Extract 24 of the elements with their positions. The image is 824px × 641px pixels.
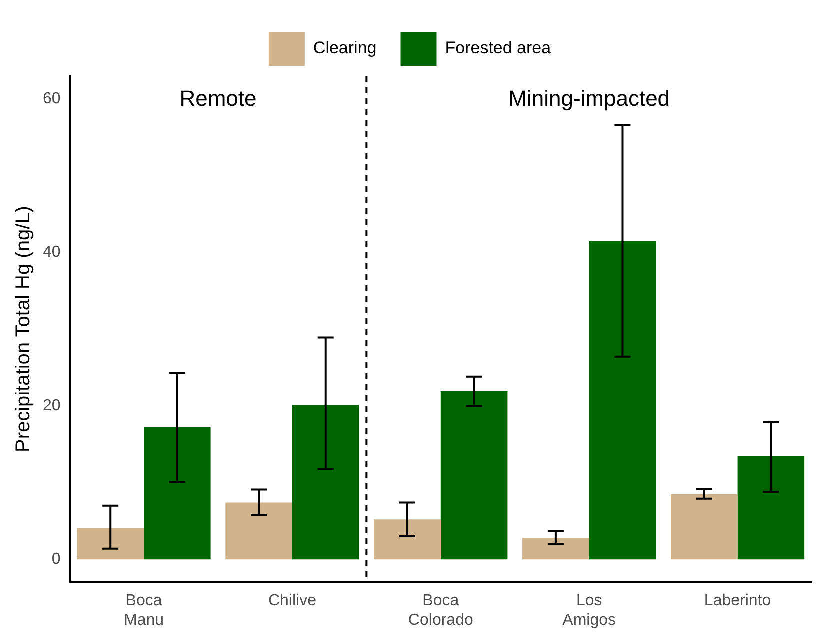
y-tick-label: 20 (43, 397, 61, 414)
bar (374, 520, 441, 560)
y-tick-label: 60 (43, 90, 61, 108)
legend-label: Clearing (313, 38, 377, 58)
bar (226, 502, 292, 560)
x-tick-label: Laberinto (704, 592, 772, 610)
x-tick-label: Los Amigos (562, 592, 616, 629)
bar (440, 391, 508, 560)
y-tick-label: 40 (43, 244, 61, 261)
y-tick-label: 0 (52, 550, 61, 568)
annotation: Mining-impacted (508, 86, 670, 112)
bar (670, 494, 738, 560)
legend-label: Forested area (445, 38, 552, 58)
x-tick-label: Boca Manu (124, 592, 164, 629)
bar (144, 428, 211, 560)
bar (589, 241, 656, 560)
x-tick-label: Boca Colorado (408, 592, 474, 629)
bar (738, 456, 805, 560)
bar (292, 405, 360, 560)
bar (522, 538, 590, 560)
bar (77, 528, 144, 560)
x-tick-label: Chilive (268, 592, 317, 610)
annotation: Remote (180, 86, 257, 112)
y-axis-title: Precipitation Total Hg (ng/L) (12, 206, 35, 453)
